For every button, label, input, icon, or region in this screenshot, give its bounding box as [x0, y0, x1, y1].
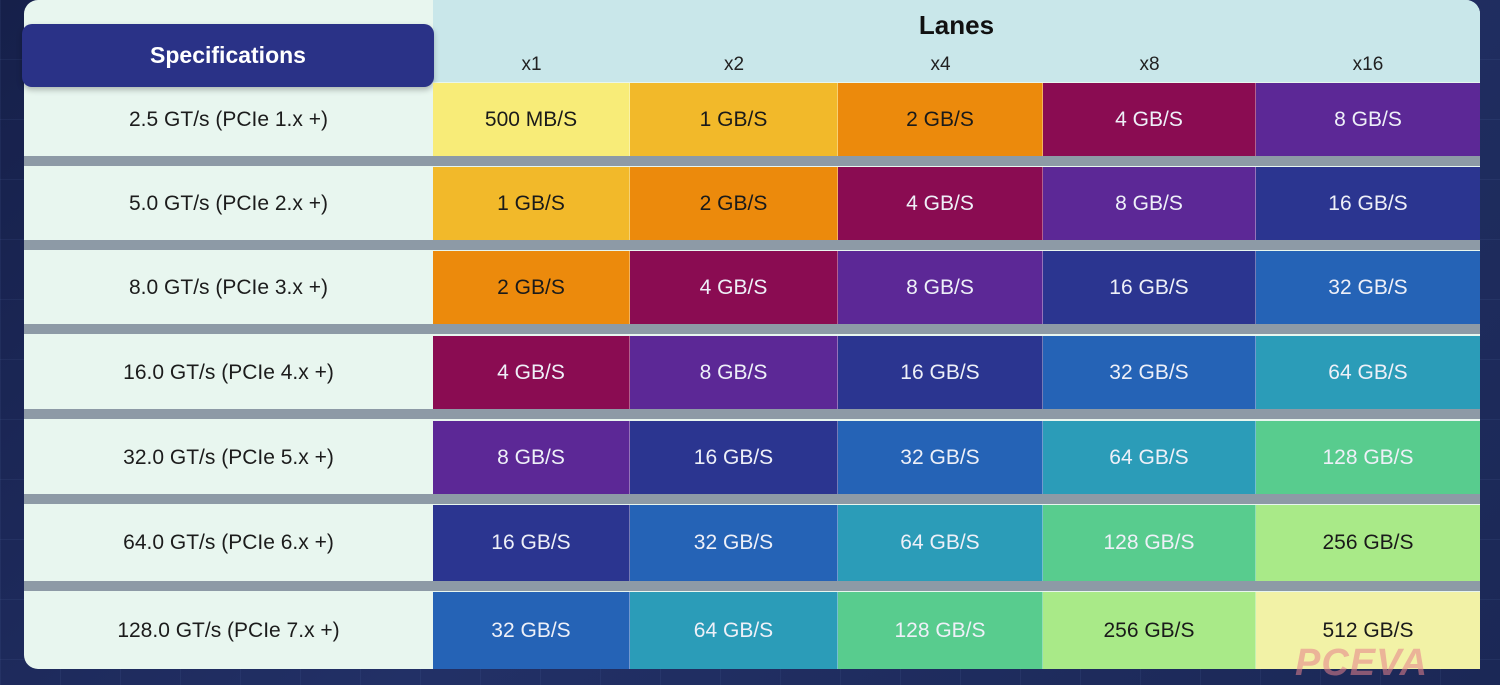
- bandwidth-cell: 8 GB/S: [1256, 83, 1480, 156]
- spec-label: 64.0 GT/s (PCIe 6.x +): [123, 531, 334, 554]
- bandwidth-cell: 64 GB/S: [1043, 421, 1256, 494]
- bandwidth-cell: 256 GB/S: [1256, 505, 1480, 581]
- lane-label-x16: x16: [1352, 54, 1384, 75]
- bandwidth-cell: 4 GB/S: [433, 336, 630, 409]
- row-separator: [24, 156, 1480, 166]
- bandwidth-cell: 128 GB/S: [838, 592, 1043, 669]
- specifications-header: Specifications: [22, 24, 434, 87]
- bandwidth-cell: 4 GB/S: [838, 167, 1043, 240]
- row-separator: [24, 409, 1480, 419]
- lanes-title: Lanes: [918, 10, 995, 40]
- spec-label: 16.0 GT/s (PCIe 4.x +): [123, 360, 334, 384]
- spec-label: 8.0 GT/s (PCIe 3.x +): [129, 275, 328, 299]
- bandwidth-cell: 16 GB/S: [433, 505, 630, 581]
- spec-label: 5.0 GT/s (PCIe 2.x +): [129, 191, 328, 215]
- bandwidth-cell: 64 GB/S: [1256, 336, 1480, 409]
- bandwidth-cell: 8 GB/S: [838, 251, 1043, 324]
- bandwidth-cell: 32 GB/S: [1043, 336, 1256, 409]
- bandwidth-cell: 32 GB/S: [838, 421, 1043, 494]
- lanes-header: [433, 0, 1480, 82]
- bandwidth-cell: 32 GB/S: [1256, 251, 1480, 324]
- bandwidth-cell: 64 GB/S: [630, 592, 838, 669]
- bandwidth-cell: 256 GB/S: [1043, 592, 1256, 669]
- bandwidth-cell: 32 GB/S: [433, 592, 630, 669]
- lane-label-x8: x8: [1139, 54, 1160, 75]
- bandwidth-cell: 500 MB/S: [433, 83, 630, 156]
- bandwidth-cell: 2 GB/S: [433, 251, 630, 324]
- row-separator: [24, 494, 1480, 504]
- row-separator: [24, 240, 1480, 250]
- spec-label: 32.0 GT/s (PCIe 5.x +): [123, 445, 334, 469]
- bandwidth-cell: 2 GB/S: [630, 167, 838, 240]
- bandwidth-cell: 8 GB/S: [1043, 167, 1256, 240]
- spec-label: 2.5 GT/s (PCIe 1.x +): [129, 107, 328, 131]
- lane-label-x1: x1: [521, 54, 542, 75]
- bandwidth-cell: 128 GB/S: [1256, 421, 1480, 494]
- bandwidth-cell: 4 GB/S: [1043, 83, 1256, 156]
- bandwidth-cell: 64 GB/S: [838, 505, 1043, 581]
- bandwidth-cell: 8 GB/S: [433, 421, 630, 494]
- bandwidth-cell: 8 GB/S: [630, 336, 838, 409]
- bandwidth-cell: 16 GB/S: [1256, 167, 1480, 240]
- spec-label: 128.0 GT/s (PCIe 7.x +): [117, 618, 340, 642]
- lane-label-x2: x2: [723, 54, 745, 75]
- bandwidth-cell: 128 GB/S: [1043, 505, 1256, 581]
- bandwidth-cell: 16 GB/S: [1043, 251, 1256, 324]
- lane-label-x4: x4: [930, 54, 951, 75]
- bandwidth-cell: 16 GB/S: [630, 421, 838, 494]
- bandwidth-cell: 32 GB/S: [630, 505, 838, 581]
- bandwidth-cell: 1 GB/S: [433, 167, 630, 240]
- watermark: PCEVA: [1295, 642, 1429, 684]
- bandwidth-cell: 512 GB/S: [1256, 592, 1480, 669]
- bandwidth-cell: 1 GB/S: [630, 83, 838, 156]
- row-separator: [24, 581, 1480, 591]
- bandwidth-cell: 2 GB/S: [838, 83, 1043, 156]
- bandwidth-cell: 16 GB/S: [838, 336, 1043, 409]
- row-separator: [24, 324, 1480, 334]
- bandwidth-cell: 4 GB/S: [630, 251, 838, 324]
